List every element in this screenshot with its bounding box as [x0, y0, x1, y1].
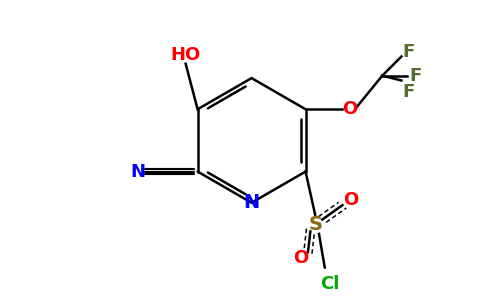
- Text: N: N: [130, 163, 145, 181]
- Text: Cl: Cl: [320, 275, 339, 293]
- Text: N: N: [243, 193, 260, 212]
- Text: F: F: [403, 83, 415, 101]
- Text: O: O: [293, 249, 308, 267]
- Text: S: S: [308, 215, 322, 234]
- Text: HO: HO: [170, 46, 201, 64]
- Text: F: F: [409, 67, 422, 85]
- Text: F: F: [403, 43, 415, 61]
- Text: O: O: [344, 191, 359, 209]
- Text: O: O: [343, 100, 358, 118]
